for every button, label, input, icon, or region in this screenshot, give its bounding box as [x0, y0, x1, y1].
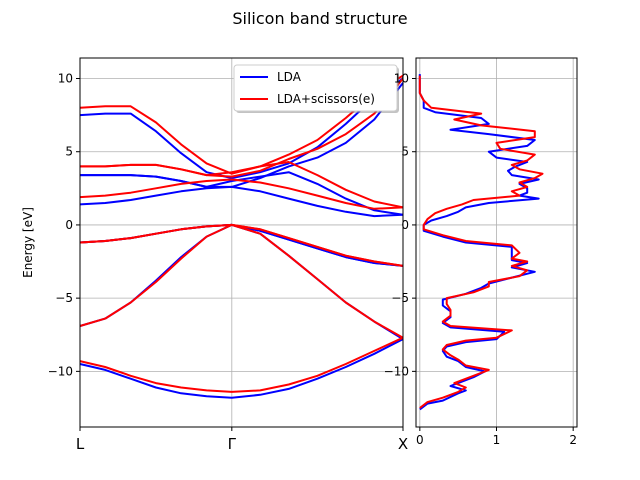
band-line-scissors-3 [79, 223, 404, 267]
band-structure-panel: 10 5 0 −5 −10 L Γ X Energy [eV] LDA LDA+scissors(e… [21, 57, 408, 453]
y-tick-label: −10 [384, 364, 409, 378]
dos-line-scissors [418, 75, 544, 409]
y-tick-label: −5 [55, 291, 73, 305]
figure-title: Silicon band structure [232, 9, 407, 28]
axes-frame [79, 57, 404, 428]
x-tick-label: 1 [493, 433, 501, 447]
y-tick-label: 10 [394, 72, 409, 86]
legend: LDA LDA+scissors(e) [233, 64, 399, 113]
y-tick-label: 5 [65, 145, 73, 159]
y-tick-label: 0 [401, 218, 409, 232]
y-axis-label: Energy [eV] [21, 207, 35, 278]
x-tick-label: 2 [569, 433, 577, 447]
band-line-scissors-7 [79, 74, 404, 175]
legend-box [233, 64, 398, 112]
y-tick-label: −10 [48, 364, 73, 378]
dos-panel: 10 5 0 −5 −10 0 1 2 [384, 57, 578, 447]
y-tick-label: 5 [401, 145, 409, 159]
band-line-lda-0 [79, 338, 404, 399]
band-line-lda-7 [79, 77, 404, 180]
band-line-scissors-0 [79, 336, 404, 393]
band-line-scissors-1 [79, 223, 404, 339]
x-tick-label: X [398, 435, 408, 453]
x-tick-label: Γ [228, 435, 237, 453]
band-line-scissors-6 [80, 161, 404, 209]
band-line-lda-6 [80, 171, 404, 216]
y-tick-label: 10 [58, 72, 73, 86]
x-tick-label: 0 [416, 433, 424, 447]
x-tick-label: L [76, 435, 85, 453]
legend-label: LDA [277, 70, 302, 84]
y-tick-label: −5 [391, 291, 409, 305]
y-tick-label: 0 [65, 218, 73, 232]
band-line-lda-1 [79, 223, 404, 340]
legend-label: LDA+scissors(e) [277, 92, 375, 106]
band-line-scissors-4 [79, 178, 404, 210]
band-line-lda-3 [79, 223, 404, 267]
